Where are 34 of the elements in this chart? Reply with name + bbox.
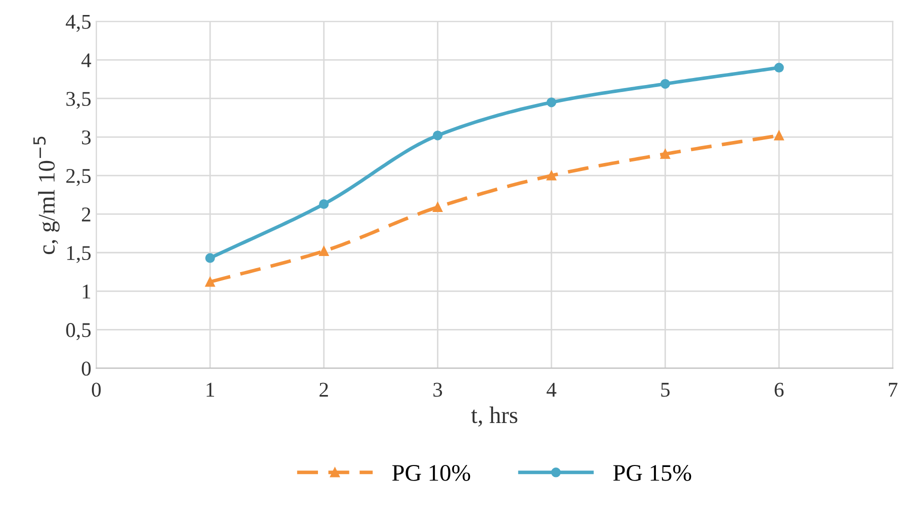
point xyxy=(774,62,784,73)
y-tick-label: 2 xyxy=(82,208,90,222)
point xyxy=(319,199,329,209)
legend-label: PG 15% xyxy=(613,464,692,481)
x-tick-label: 2 xyxy=(320,382,328,397)
x-axis-title: t, hrs xyxy=(471,406,518,427)
point xyxy=(432,202,443,212)
y-tick-label: 0 xyxy=(82,362,91,376)
x-tick-label: 7 xyxy=(888,382,898,397)
point xyxy=(205,277,215,287)
y-tick-label: 0,5 xyxy=(66,323,91,340)
y-tick-label: 4,5 xyxy=(66,14,91,32)
y-tick-label: 1,5 xyxy=(67,246,91,264)
point xyxy=(432,130,443,140)
x-tick-label: 6 xyxy=(774,382,784,397)
y-tick-label: 1 xyxy=(82,284,90,298)
point xyxy=(660,149,670,159)
point xyxy=(546,170,556,180)
x-tick-label: 1 xyxy=(206,382,214,397)
legend-label: PG 10% xyxy=(392,464,470,481)
x-tick-label: 3 xyxy=(433,382,442,397)
y-tick-label: 3,5 xyxy=(66,92,91,109)
x-tick-label: 5 xyxy=(661,382,670,397)
point xyxy=(319,246,329,256)
point xyxy=(774,130,784,140)
point xyxy=(660,78,670,89)
y-tick-label: 3 xyxy=(82,130,91,144)
point xyxy=(205,253,215,263)
y-tick-label: 2,5 xyxy=(66,168,91,186)
y-axis-title: c, g/ml 10$^{−5}$ xyxy=(33,136,60,254)
y-tick-label: 4 xyxy=(81,53,92,68)
x-tick-label: 4 xyxy=(546,382,556,397)
point xyxy=(546,97,556,108)
x-tick-label: 0 xyxy=(92,382,101,397)
